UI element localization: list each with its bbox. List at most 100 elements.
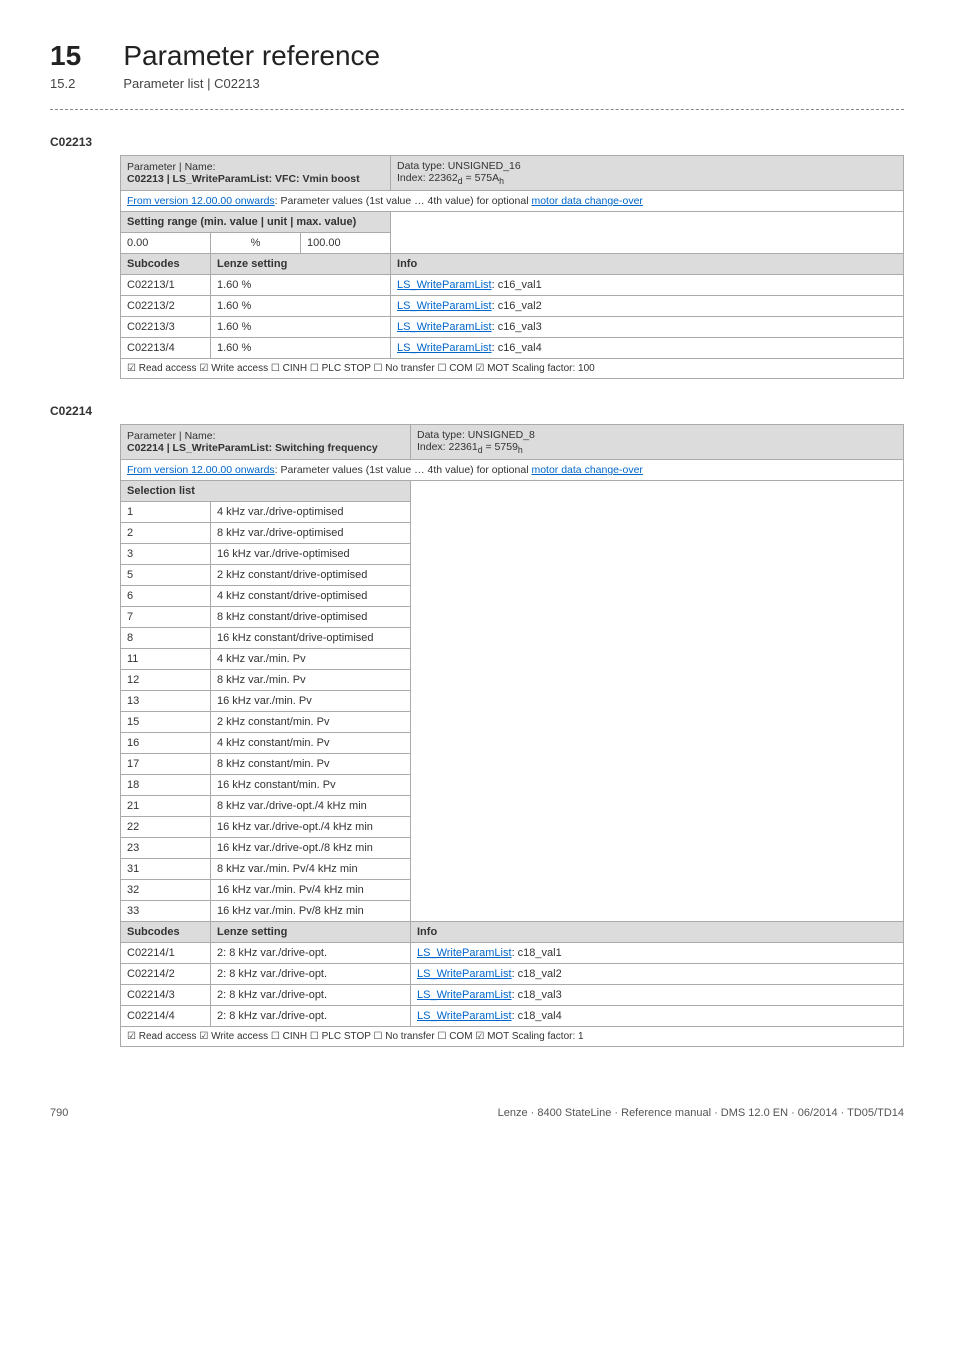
access-footer: ☑ Read access ☑ Write access ☐ CINH ☐ PL… [121,1027,904,1047]
empty-cell [411,481,904,922]
param-link[interactable]: LS_WriteParamList [397,321,492,333]
index-text: Index: 22361 [417,441,478,453]
sel-text: 16 kHz var./min. Pv [211,691,411,712]
table-row: C02214/1 2: 8 kHz var./drive-opt. LS_Wri… [121,943,904,964]
setting-cell: 2: 8 kHz var./drive-opt. [211,943,411,964]
subcodes-header: Subcodes [121,254,211,275]
sel-text: 16 kHz var./min. Pv/8 kHz min [211,901,411,922]
param-name-label: Parameter | Name: [127,430,216,442]
empty-cell [391,212,904,254]
subcode-cell: C02213/1 [121,275,211,296]
sel-num: 7 [121,607,211,628]
note-row: From version 12.00.00 onwards: Parameter… [121,191,904,212]
sel-num: 23 [121,838,211,859]
page-number: 790 [50,1107,68,1119]
sel-num: 13 [121,691,211,712]
param-link[interactable]: LS_WriteParamList [417,968,512,980]
subcode-cell: C02213/4 [121,338,211,359]
note-version-link[interactable]: From version 12.00.00 onwards [127,195,275,207]
subcode-cell: C02213/3 [121,317,211,338]
sel-text: 8 kHz var./drive-optimised [211,523,411,544]
table-row: C02213/1 1.60 % LS_WriteParamList: c16_v… [121,275,904,296]
sel-num: 18 [121,775,211,796]
section-number: 15.2 [50,76,120,91]
sel-text: 2 kHz constant/drive-optimised [211,565,411,586]
sel-num: 8 [121,628,211,649]
index-hex-sub: h [518,445,523,455]
note-mid-text: : Parameter values (1st value … 4th valu… [275,195,532,207]
note-row: From version 12.00.00 onwards: Parameter… [121,460,904,481]
table-row: C02213/3 1.60 % LS_WriteParamList: c16_v… [121,317,904,338]
info-suffix: : c18_val1 [512,947,562,959]
note-mid-text: : Parameter values (1st value … 4th valu… [275,464,532,476]
table-row: C02214/4 2: 8 kHz var./drive-opt. LS_Wri… [121,1006,904,1027]
info-suffix: : c16_val1 [492,279,542,291]
note-motor-link[interactable]: motor data change-over [531,464,642,476]
subcode-cell: C02214/4 [121,1006,211,1027]
sel-num: 21 [121,796,211,817]
info-cell: LS_WriteParamList: c18_val3 [411,985,904,1006]
sel-text: 4 kHz var./min. Pv [211,649,411,670]
index-hex: = 5759 [483,441,518,453]
setting-min: 0.00 [121,233,211,254]
param-link[interactable]: LS_WriteParamList [397,279,492,291]
separator-dashed [50,109,904,110]
sel-text: 16 kHz constant/drive-optimised [211,628,411,649]
info-suffix: : c18_val3 [512,989,562,1001]
lenze-setting-header: Lenze setting [211,922,411,943]
table-row: C02213/4 1.60 % LS_WriteParamList: c16_v… [121,338,904,359]
note-version-link[interactable]: From version 12.00.00 onwards [127,464,275,476]
table-row: C02214/3 2: 8 kHz var./drive-opt. LS_Wri… [121,985,904,1006]
sel-text: 2 kHz constant/min. Pv [211,712,411,733]
param-link[interactable]: LS_WriteParamList [397,342,492,354]
info-suffix: : c16_val4 [492,342,542,354]
note-motor-link[interactable]: motor data change-over [531,195,642,207]
setting-unit: % [211,233,301,254]
setting-cell: 1.60 % [211,275,391,296]
param-link[interactable]: LS_WriteParamList [417,947,512,959]
sel-num: 12 [121,670,211,691]
setting-cell: 1.60 % [211,317,391,338]
footer-text: Lenze · 8400 StateLine · Reference manua… [498,1107,904,1119]
setting-range-label: Setting range (min. value | unit | max. … [121,212,391,233]
sel-text: 8 kHz constant/min. Pv [211,754,411,775]
index-text: Index: 22362 [397,172,458,184]
param-code-c02214[interactable]: C02214 [50,404,904,418]
index-hex: = 575A [463,172,500,184]
data-type-text: Data type: UNSIGNED_16 [397,160,521,172]
info-suffix: : c18_val4 [512,1010,562,1022]
info-header: Info [411,922,904,943]
param-link[interactable]: LS_WriteParamList [397,300,492,312]
param-name-value: C02213 | LS_WriteParamList: VFC: Vmin bo… [127,173,360,185]
lenze-setting-header: Lenze setting [211,254,391,275]
section-title: Parameter list | C02213 [123,76,259,91]
sel-text: 16 kHz var./drive-opt./8 kHz min [211,838,411,859]
chapter-number: 15 [50,40,120,72]
setting-cell: 2: 8 kHz var./drive-opt. [211,964,411,985]
sel-text: 16 kHz constant/min. Pv [211,775,411,796]
subcode-cell: C02214/1 [121,943,211,964]
sel-text: 8 kHz var./min. Pv/4 kHz min [211,859,411,880]
info-cell: LS_WriteParamList: c16_val3 [391,317,904,338]
access-footer: ☑ Read access ☑ Write access ☐ CINH ☐ PL… [121,359,904,379]
setting-cell: 1.60 % [211,338,391,359]
info-cell: LS_WriteParamList: c16_val1 [391,275,904,296]
data-type-text: Data type: UNSIGNED_8 [417,429,535,441]
param-name-cell: Parameter | Name: C02214 | LS_WriteParam… [121,425,411,460]
table-row: C02214/2 2: 8 kHz var./drive-opt. LS_Wri… [121,964,904,985]
sel-num: 32 [121,880,211,901]
param-code-c02213[interactable]: C02213 [50,135,904,149]
info-cell: LS_WriteParamList: c16_val2 [391,296,904,317]
subcode-cell: C02214/3 [121,985,211,1006]
param-name-label: Parameter | Name: [127,161,216,173]
sel-num: 17 [121,754,211,775]
info-cell: LS_WriteParamList: c16_val4 [391,338,904,359]
sel-num: 5 [121,565,211,586]
page-header: 15 Parameter reference 15.2 Parameter li… [50,40,904,91]
param-link[interactable]: LS_WriteParamList [417,1010,512,1022]
table-c02213: Parameter | Name: C02213 | LS_WriteParam… [120,155,904,379]
param-link[interactable]: LS_WriteParamList [417,989,512,1001]
setting-max: 100.00 [301,233,391,254]
sel-num: 11 [121,649,211,670]
table-c02214: Parameter | Name: C02214 | LS_WriteParam… [120,424,904,1047]
